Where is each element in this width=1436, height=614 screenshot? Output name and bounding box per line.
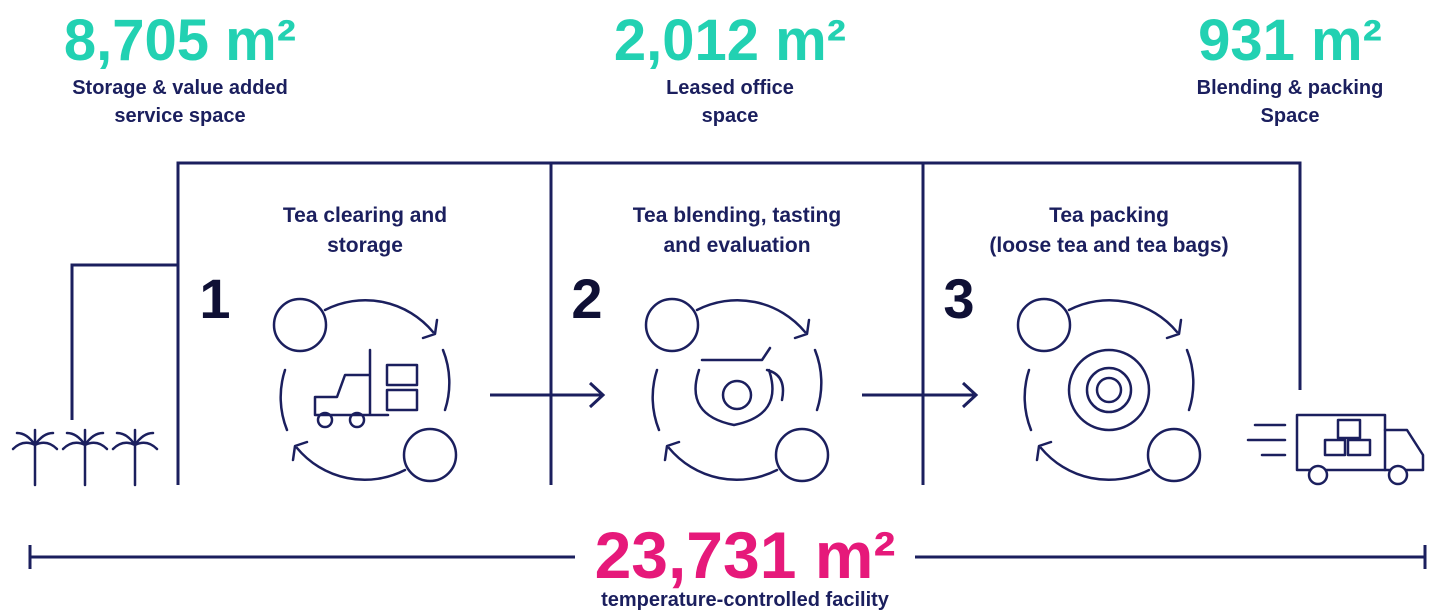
cycle-arc (1067, 299, 1179, 334)
total-label: temperature-controlled facility (601, 589, 890, 611)
truck (1246, 413, 1425, 486)
cycle-arrow (421, 318, 439, 340)
cycle-arc (695, 299, 807, 334)
stage-title: (loose tea and tea bags) (989, 234, 1228, 257)
gear-icon (1095, 376, 1123, 404)
cycle-arc (651, 368, 661, 432)
leaf-badge (721, 379, 753, 411)
process-cycle (1016, 297, 1202, 483)
stage-title: storage (327, 234, 403, 257)
cycle-arrow (1165, 318, 1183, 340)
cycle-arrow (291, 440, 309, 462)
stat-label: Storage & value added (72, 77, 288, 99)
cycle-arc (441, 348, 451, 412)
cycle-arc (1023, 368, 1033, 432)
gear-icon (1085, 366, 1133, 414)
stat-label: Leased office (666, 77, 794, 99)
icon-badge (1146, 427, 1202, 483)
icon-badge (402, 427, 458, 483)
stat-value: 931 m² (1198, 8, 1382, 73)
icon-badge (272, 297, 328, 353)
cycle-arc (295, 446, 407, 481)
wheel (348, 411, 366, 429)
icon-badge (644, 297, 700, 353)
stat-label: space (702, 105, 759, 127)
process-cycle (644, 297, 830, 483)
cycle-arc (813, 348, 823, 412)
icon-badge (1016, 297, 1072, 353)
stage-title: Tea blending, tasting (633, 204, 841, 227)
gear-icon (1067, 348, 1151, 432)
stage-title: and evaluation (663, 234, 810, 257)
stat-value: 2,012 m² (614, 8, 846, 73)
process-cycle (272, 297, 458, 483)
cycle-arrow (1035, 440, 1053, 462)
teapot-icon (694, 346, 785, 427)
forklift-icon (313, 348, 390, 417)
stat-label: Space (1261, 105, 1320, 127)
cycle-arc (1185, 348, 1195, 412)
cycle-arc (323, 299, 435, 334)
cycle-arc (1039, 446, 1151, 481)
stage-number: 2 (571, 267, 602, 330)
cycle-arrow (793, 318, 811, 340)
stage-number: 1 (199, 267, 230, 330)
cycle-arrow (663, 440, 681, 462)
box (385, 363, 419, 387)
total-value: 23,731 m² (595, 518, 896, 592)
stage-number: 3 (943, 267, 974, 330)
cycle-arc (279, 368, 289, 432)
facility-outline (28, 161, 1427, 569)
stat-label: service space (114, 105, 245, 127)
palm-trees (11, 428, 159, 487)
stage-title: Tea packing (1049, 204, 1169, 227)
stage-title: Tea clearing and (283, 204, 447, 227)
wheel (316, 411, 334, 429)
stat-value: 8,705 m² (64, 8, 296, 73)
cycle-arc (667, 446, 779, 481)
stat-label: Blending & packing (1197, 77, 1384, 99)
box (385, 388, 419, 412)
icon-badge (774, 427, 830, 483)
